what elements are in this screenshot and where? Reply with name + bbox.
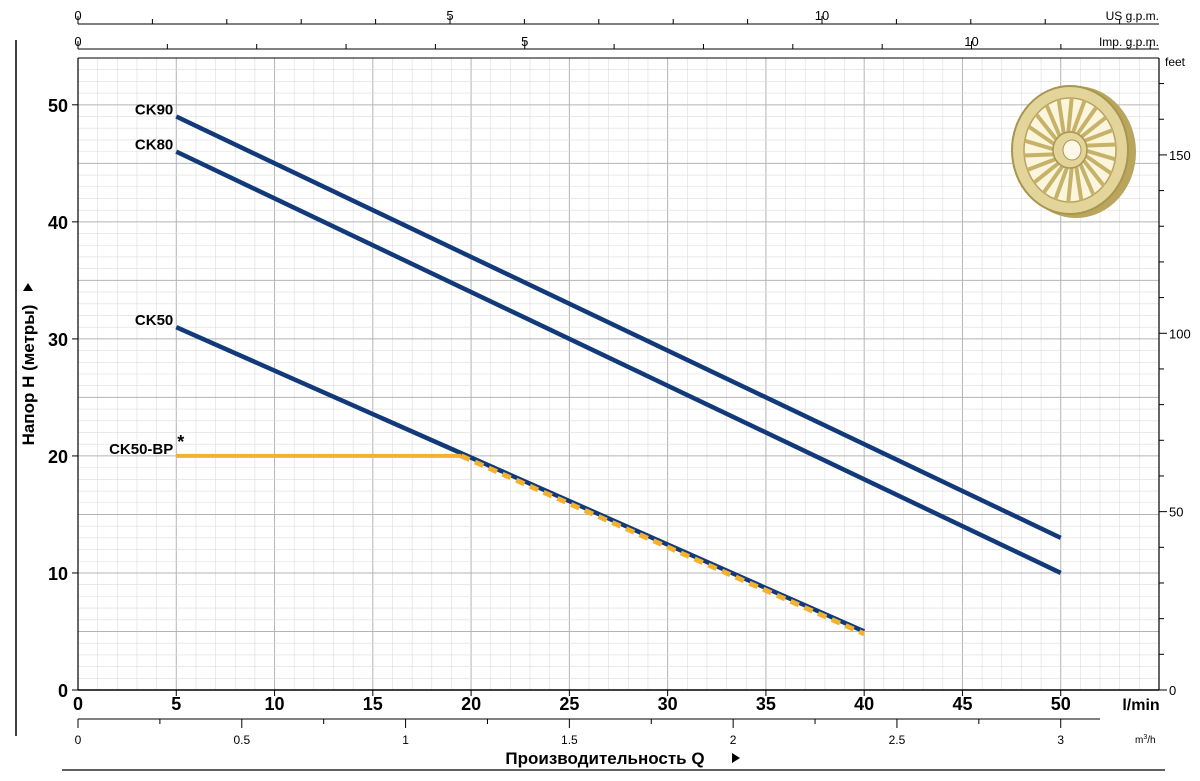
- y-axis-label: Напор H (метры): [19, 305, 38, 446]
- m3h-unit-sup: 3: [1143, 734, 1147, 741]
- impeller-vane: [1083, 148, 1116, 162]
- impeller-vane: [1026, 156, 1059, 172]
- triangle-right-icon: [23, 283, 33, 291]
- y-tick-label: 40: [48, 213, 68, 233]
- x-tick-label: 0: [73, 694, 83, 714]
- series-ck90-line: [175, 114, 1062, 540]
- m3h-tick-label: 2: [730, 733, 737, 747]
- y-tick-label: 10: [48, 564, 68, 584]
- x-tick-label: 50: [1051, 694, 1071, 714]
- impeller-vane: [1034, 113, 1060, 144]
- x-tick-label: 5: [171, 694, 181, 714]
- impeller-vane: [1044, 104, 1063, 140]
- us-gpm-tick-label: 5: [446, 8, 453, 23]
- impeller-vane: [1083, 142, 1116, 148]
- impeller-vane: [1074, 106, 1098, 138]
- m3h-tick-label: 0.5: [233, 733, 250, 747]
- x-tick-label: 35: [756, 694, 776, 714]
- imp-gpm-tick-label: 0: [74, 34, 81, 49]
- m3h-tick-label: 1.5: [561, 733, 578, 747]
- feet-tick-label: 150: [1169, 148, 1191, 163]
- impeller-icon: [1011, 85, 1136, 218]
- y-axis-title: Напор H (метры): [19, 283, 38, 445]
- impeller-vane: [1056, 99, 1067, 137]
- us-gpm-unit: US g.p.m.: [1106, 9, 1159, 23]
- m3h-tick-label: 3: [1057, 733, 1064, 747]
- x-tick-label: 10: [265, 694, 285, 714]
- m3h-tick-label: 1: [402, 733, 409, 747]
- x-axis-label: Производительность Q: [505, 749, 704, 768]
- impeller-vane: [1032, 159, 1063, 185]
- series-ck50-bp-marker: *: [177, 432, 184, 452]
- series-ck50-bp-dashed: [460, 453, 866, 637]
- series-lines: [175, 114, 1062, 637]
- imp-gpm-tick-label: 5: [521, 34, 528, 49]
- feet-tick-label: 50: [1169, 505, 1183, 520]
- us-gpm-tick-label: 0: [74, 8, 81, 23]
- x-tick-label: 20: [461, 694, 481, 714]
- series-labels: CK90 CK80 CK50 CK50-BP *: [109, 102, 184, 458]
- impeller-vane: [1027, 125, 1058, 148]
- y-tick-label: 50: [48, 96, 68, 116]
- impeller-vane: [1070, 99, 1087, 136]
- x-tick-label: 30: [658, 694, 678, 714]
- impeller-bore: [1062, 139, 1082, 161]
- m3h-tick-label: 0: [75, 733, 82, 747]
- series-ck50-label: CK50: [135, 312, 173, 329]
- impeller-vane: [1077, 115, 1108, 141]
- y-tick-label: 0: [58, 681, 68, 701]
- y-tick-label: 30: [48, 330, 68, 350]
- m3h-unit-rest: /h: [1147, 735, 1155, 746]
- series-ck90-label: CK90: [135, 102, 173, 119]
- x-unit-label: l/min: [1122, 697, 1159, 714]
- plot-frame: [15, 40, 1165, 771]
- impeller-vane: [1066, 164, 1074, 203]
- us-gpm-tick-label: 10: [815, 8, 829, 23]
- x-tick-label: 45: [952, 694, 972, 714]
- impeller-vane: [1080, 156, 1106, 187]
- impeller-vane: [1077, 160, 1096, 196]
- x-tick-label: 40: [854, 694, 874, 714]
- series-ck80-line: [175, 149, 1062, 575]
- grid: [77, 57, 1160, 691]
- impeller-vane: [1053, 164, 1070, 201]
- imp-gpm-unit: Imp. g.p.m.: [1099, 35, 1159, 49]
- impeller-vane: [1042, 162, 1066, 194]
- series-ck50-bp-label: CK50-BP: [109, 441, 173, 458]
- m3h-unit-label: m3/h: [1135, 734, 1156, 746]
- impeller-vane: [1082, 152, 1113, 175]
- imp-gpm-tick-label: 10: [964, 34, 978, 49]
- feet-axis-unit: feet: [1165, 55, 1186, 69]
- triangle-right-icon: [732, 753, 740, 763]
- x-tick-label: 25: [559, 694, 579, 714]
- m3h-tick-label: 2.5: [889, 733, 906, 747]
- impeller-vane: [1066, 97, 1074, 136]
- impeller-vane: [1024, 152, 1057, 158]
- impeller-vane: [1081, 128, 1114, 144]
- feet-tick-label: 100: [1169, 326, 1191, 341]
- x-tick-label: 15: [363, 694, 383, 714]
- impeller-vane: [1024, 138, 1057, 152]
- impeller-vane: [1073, 163, 1084, 201]
- feet-tick-label: 0: [1169, 683, 1176, 698]
- series-ck80-label: CK80: [135, 137, 173, 154]
- y-tick-label: 20: [48, 447, 68, 467]
